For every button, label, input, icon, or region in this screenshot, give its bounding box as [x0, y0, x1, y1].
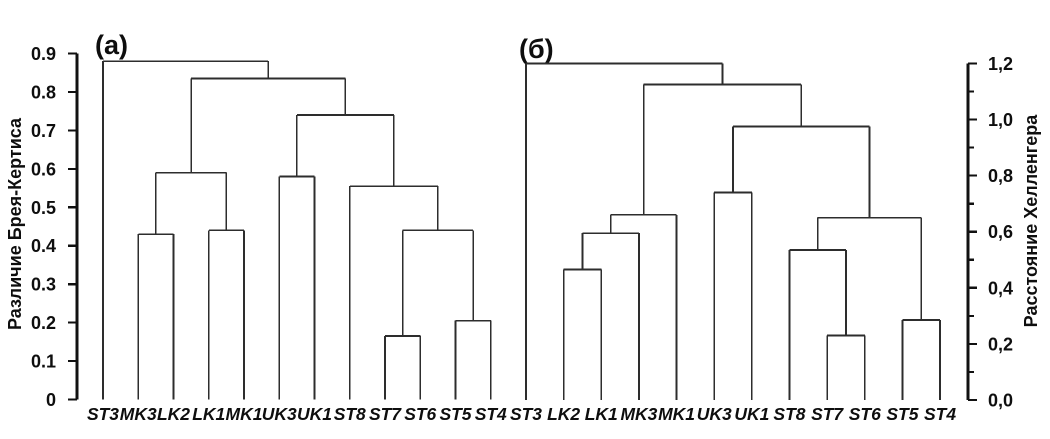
tick-label: 0.8 — [31, 82, 56, 102]
leaf-label: LK1 — [192, 404, 225, 424]
leaf-label: ST4 — [924, 404, 956, 424]
tick-label: 0,2 — [988, 334, 1013, 354]
leaf-label: MK1 — [226, 404, 263, 424]
axis-title: Расстояние Хелленгера — [1021, 114, 1041, 328]
leaf-label: ST5 — [886, 404, 918, 424]
tick-label: 0.7 — [31, 121, 56, 141]
leaf-label: UK3 — [262, 404, 297, 424]
tick-label: 0.2 — [31, 313, 56, 333]
leaf-label: MK1 — [658, 404, 695, 424]
linkage-lines — [525, 62, 941, 400]
tick-label: 0,4 — [988, 278, 1013, 298]
leaf-label: ST4 — [475, 404, 507, 424]
tick-label: 0,6 — [988, 222, 1013, 242]
leaf-label: MK3 — [620, 404, 657, 424]
leaf-label: LK2 — [157, 404, 190, 424]
axis-title: Различие Брея-Кертиса — [5, 117, 25, 330]
leaf-label: ST6 — [404, 404, 436, 424]
leaf-label: UK1 — [734, 404, 769, 424]
leaf-label: LK2 — [547, 404, 580, 424]
leaf-label: ST3 — [510, 404, 542, 424]
tick-label: 0,0 — [988, 391, 1013, 411]
panel-label: (б) — [519, 34, 554, 64]
tick-label: 0.3 — [31, 275, 56, 295]
leaf-label: ST7 — [369, 404, 402, 424]
tick-label: 0,8 — [988, 166, 1013, 186]
leaf-label: ST3 — [87, 404, 119, 424]
leaf-label: UK1 — [297, 404, 332, 424]
tick-label: 1,0 — [988, 110, 1013, 130]
leaf-label: ST8 — [773, 404, 805, 424]
leaf-label: MK3 — [120, 404, 157, 424]
panel-label: (а) — [95, 30, 128, 60]
leaf-label: ST8 — [334, 404, 366, 424]
leaf-label: LK1 — [585, 404, 618, 424]
leaf-label: UK3 — [697, 404, 732, 424]
tick-label: 0 — [46, 390, 56, 410]
dendrogram-panel-b: 1,2 1,0 0,8 0,6 0,4 0,2 0,0 Расстояние Хелленге… — [510, 34, 1041, 424]
left-axis: 0.9 0.8 0.7 0.6 0.5 0.4 0.3 0.2 0.1 0 Различие Бре… — [5, 44, 79, 410]
dendrogram-panel-a: 0.9 0.8 0.7 0.6 0.5 0.4 0.3 0.2 0.1 0 Различие Бре… — [5, 30, 507, 424]
leaf-label: ST5 — [439, 404, 471, 424]
tick-label: 0.5 — [31, 198, 56, 218]
tick-label: 1,2 — [988, 54, 1013, 74]
leaf-label: ST7 — [811, 404, 844, 424]
leaf-labels: ST3 LK2 LK1 MK3 MK1 UK3 UK1 ST8 ST7 ST6 ST5 ST4 — [510, 404, 956, 424]
tick-label: 0.4 — [31, 236, 56, 256]
tick-label: 0.1 — [31, 352, 56, 372]
tick-label: 0.9 — [31, 44, 56, 64]
linkage-lines — [102, 60, 492, 400]
right-axis: 1,2 1,0 0,8 0,6 0,4 0,2 0,0 Расстояние Хелленге… — [966, 54, 1041, 411]
tick-label: 0.6 — [31, 159, 56, 179]
leaf-labels: ST3 MK3 LK2 LK1 MK1 UK3 UK1 ST8 ST7 ST6 ST5 ST4 — [87, 404, 507, 424]
leaf-label: ST6 — [849, 404, 881, 424]
